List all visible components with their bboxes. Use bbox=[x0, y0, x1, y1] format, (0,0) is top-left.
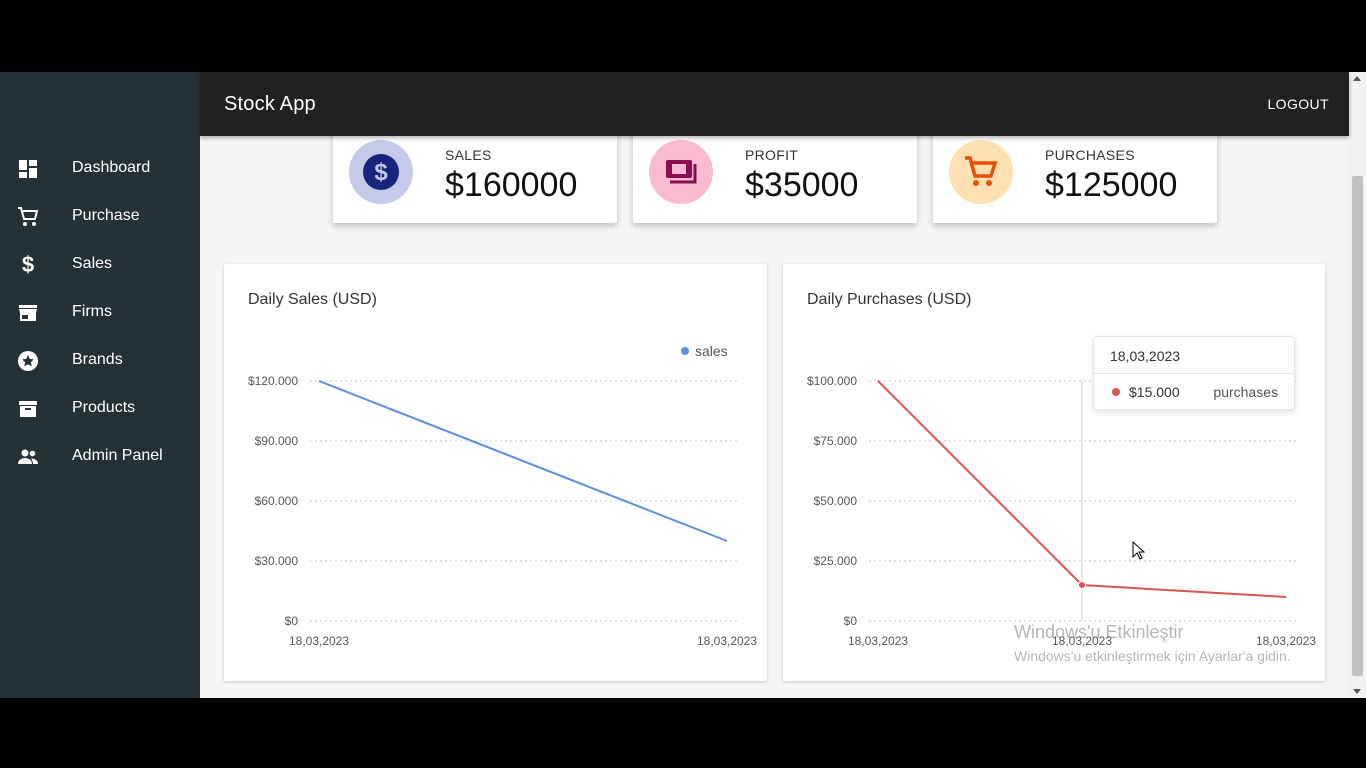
x-tick-label: 18,03,2023 bbox=[289, 634, 349, 648]
chart-title: Daily Purchases (USD) bbox=[807, 291, 972, 308]
sidebar-item-admin-panel[interactable]: Admin Panel bbox=[0, 432, 200, 480]
sidebar-item-dashboard[interactable]: Dashboard bbox=[0, 144, 200, 192]
purchases-chart: $0 $25.000 $50.000 $75.000 $100.000 18,03,202… bbox=[807, 374, 1316, 648]
sidebar-item-label: Brands bbox=[72, 351, 123, 368]
stat-card-sales: $ SALES $160000 bbox=[333, 120, 617, 223]
tooltip-value: $15.000 bbox=[1129, 384, 1180, 400]
sidebar-item-label: Firms bbox=[72, 303, 112, 320]
scroll-up-arrow-icon[interactable] bbox=[1353, 76, 1361, 81]
stat-value: $35000 bbox=[745, 166, 859, 204]
y-tick-label: $30.000 bbox=[255, 554, 299, 568]
chart-tooltip: 18,03,2023 $15.000 purchases bbox=[1093, 336, 1295, 410]
sidebar-item-purchase[interactable]: Purchase bbox=[0, 192, 200, 240]
sidebar-item-products[interactable]: Products bbox=[0, 384, 200, 432]
chart-card-purchases: Daily Purchases (USD) $0 $25.000 $50.000 $7… bbox=[783, 264, 1325, 681]
legend-dot bbox=[681, 347, 689, 355]
sidebar-item-label: Products bbox=[72, 399, 136, 416]
chart-card-sales: Daily Sales (USD) $0 $30.000 $60.000 $90.00… bbox=[224, 264, 767, 681]
x-tick-label: 18,03,2023 bbox=[848, 634, 908, 648]
stat-value: $125000 bbox=[1045, 166, 1178, 204]
y-tick-label: $50.000 bbox=[814, 494, 858, 508]
sidebar-item-label: Admin Panel bbox=[72, 447, 163, 464]
sidebar-item-label: Purchase bbox=[72, 207, 140, 224]
star-icon bbox=[17, 350, 39, 372]
y-tick-label: $25.000 bbox=[814, 554, 858, 568]
tooltip-divider bbox=[1094, 373, 1294, 374]
cart-icon bbox=[17, 206, 39, 228]
people-icon bbox=[17, 446, 39, 468]
app-title: Stock App bbox=[224, 93, 316, 115]
tooltip-date: 18,03,2023 bbox=[1110, 348, 1181, 364]
store-icon bbox=[17, 302, 39, 324]
watermark-subtitle: Windows'u etkinleştirmek için Ayarlar'a … bbox=[1014, 648, 1291, 664]
sidebar-item-label: Sales bbox=[72, 255, 113, 272]
data-point bbox=[1078, 581, 1086, 589]
y-tick-label: $100.000 bbox=[807, 374, 857, 388]
stat-value: $160000 bbox=[445, 166, 578, 204]
app-bar: Stock App LOGOUT bbox=[200, 72, 1349, 136]
scroll-down-arrow-icon[interactable] bbox=[1353, 689, 1361, 694]
tooltip-series-dot bbox=[1112, 388, 1120, 396]
y-tick-label: $0 bbox=[285, 614, 299, 628]
x-tick-label: 18,03,2023 bbox=[1052, 634, 1112, 648]
cart-icon bbox=[949, 140, 1013, 204]
dollar-icon: $ bbox=[21, 252, 35, 277]
sidebar-item-label: Dashboard bbox=[72, 159, 151, 176]
series-line-sales bbox=[318, 380, 728, 542]
y-tick-label: $0 bbox=[844, 614, 858, 628]
app-window: Dashboard Purchase $ Sales Firms Brands bbox=[0, 72, 1366, 698]
watermark-title: Windows'u Etkinleştir bbox=[1014, 622, 1184, 642]
stat-label: SALES bbox=[445, 147, 492, 163]
y-tick-label: $120.000 bbox=[248, 374, 298, 388]
archive-icon bbox=[17, 398, 39, 420]
dashboard-icon bbox=[17, 158, 39, 180]
tooltip-series-name: purchases bbox=[1213, 384, 1278, 400]
scrollbar-thumb[interactable] bbox=[1352, 176, 1363, 676]
stat-label: PURCHASES bbox=[1045, 147, 1135, 163]
mouse-cursor-icon bbox=[1132, 541, 1146, 560]
stat-label: PROFIT bbox=[745, 147, 799, 163]
chart-title: Daily Sales (USD) bbox=[248, 291, 377, 308]
sidebar: Dashboard Purchase $ Sales Firms Brands bbox=[0, 72, 200, 698]
y-tick-label: $90.000 bbox=[255, 434, 299, 448]
logout-button[interactable]: LOGOUT bbox=[1267, 96, 1329, 112]
page-scrollbar[interactable] bbox=[1349, 72, 1366, 698]
y-tick-label: $60.000 bbox=[255, 494, 299, 508]
sidebar-item-sales[interactable]: $ Sales bbox=[0, 240, 200, 288]
x-tick-label: 18,03,2023 bbox=[697, 634, 757, 648]
money-icon bbox=[649, 140, 713, 204]
sidebar-item-firms[interactable]: Firms bbox=[0, 288, 200, 336]
legend-label: sales bbox=[695, 343, 728, 359]
y-tick-label: $75.000 bbox=[814, 434, 858, 448]
dollar-circle-icon: $ bbox=[349, 140, 413, 204]
stat-card-profit: PROFIT $35000 bbox=[633, 120, 917, 223]
sidebar-item-brands[interactable]: Brands bbox=[0, 336, 200, 384]
x-tick-label: 18,03,2023 bbox=[1256, 634, 1316, 648]
stat-card-purchases: PURCHASES $125000 bbox=[933, 120, 1217, 223]
sales-chart: $0 $30.000 $60.000 $90.000 $120.000 18,03,202… bbox=[248, 343, 757, 648]
svg-text:$: $ bbox=[374, 159, 388, 186]
